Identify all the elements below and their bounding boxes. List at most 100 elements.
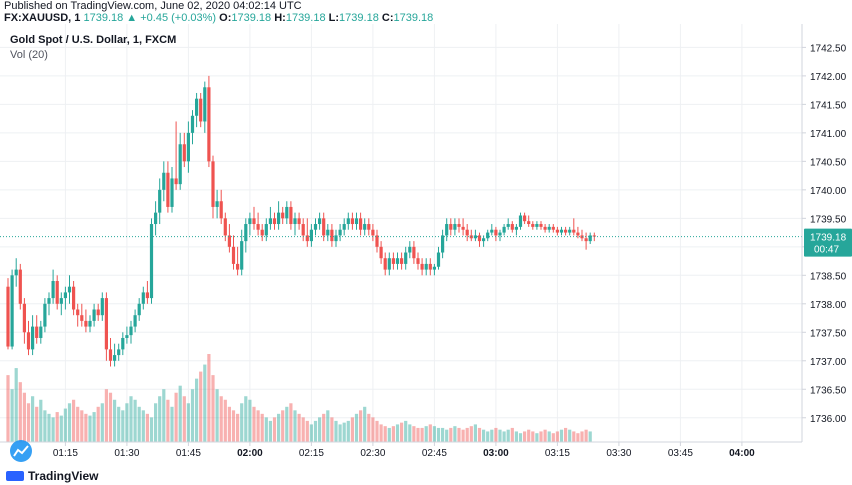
volume-bar xyxy=(309,424,313,442)
legend-title: Gold Spot / U.S. Dollar, 1, FXCM xyxy=(10,34,177,46)
volume-bar xyxy=(166,399,170,442)
volume-bar xyxy=(158,396,162,442)
volume-bar xyxy=(453,426,457,442)
candle-body xyxy=(375,235,379,247)
candle-body xyxy=(305,235,309,242)
candle-body xyxy=(453,224,457,230)
candle-body xyxy=(272,218,277,225)
candle-body xyxy=(354,218,359,225)
ohlc-line: FX:XAUUSD, 1 1739.18 ▲ +0.45 (+0.03%) O:… xyxy=(4,12,433,24)
volume-bar xyxy=(523,431,527,442)
volume-bar xyxy=(441,427,445,442)
candle-body xyxy=(190,115,195,133)
candle-body xyxy=(473,235,477,239)
chart-icon xyxy=(13,445,29,457)
candle-body xyxy=(117,349,121,356)
volume-bar xyxy=(547,431,551,442)
candle-body xyxy=(80,315,84,321)
bar-countdown: 00:47 xyxy=(814,245,839,256)
candle-body xyxy=(482,238,486,242)
change-value: +0.45 (+0.03%) xyxy=(140,12,217,24)
candle-body xyxy=(379,246,383,259)
candle-body xyxy=(420,263,424,270)
candle-body xyxy=(342,224,346,230)
candle-body xyxy=(72,286,76,310)
candle-body xyxy=(428,263,432,270)
candle-body xyxy=(395,258,400,264)
volume-bar xyxy=(141,410,145,442)
volume-bar xyxy=(211,375,215,442)
price-tick-label: 1737.00 xyxy=(810,357,847,368)
volume-bar xyxy=(293,410,297,442)
volume-bar xyxy=(88,415,92,442)
price-tick-label: 1737.50 xyxy=(810,328,847,339)
candle-body xyxy=(154,212,158,225)
chart-area[interactable]: 1742.50 1742.00 1741.50 1741.00 1740.50 1740.… xyxy=(0,24,852,485)
volume-bar xyxy=(334,420,338,442)
volume-bar xyxy=(67,403,72,442)
volume-bar xyxy=(539,431,543,442)
volume-bar xyxy=(154,403,158,442)
time-tick-label: 01:15 xyxy=(53,448,78,459)
volume-bar xyxy=(363,406,367,442)
volume-bar xyxy=(346,420,350,442)
candle-body xyxy=(514,226,518,230)
candle-body xyxy=(490,229,494,233)
volume-bar xyxy=(498,429,502,442)
candle-body xyxy=(199,98,203,122)
volume-bar xyxy=(149,417,154,442)
volume-bar xyxy=(22,392,26,442)
candle-body xyxy=(510,224,514,230)
candle-body xyxy=(178,144,182,185)
volume-bar xyxy=(367,413,371,442)
candle-body xyxy=(518,215,523,227)
candle-body xyxy=(203,87,207,122)
volume-bar xyxy=(572,431,576,442)
time-tick-label: 03:15 xyxy=(545,448,570,459)
candle-body xyxy=(531,224,535,227)
volume-bar xyxy=(301,417,305,442)
volume-bar xyxy=(350,417,354,442)
candle-body xyxy=(387,258,391,270)
volume-bar xyxy=(6,375,10,442)
volume-bar xyxy=(182,396,186,442)
candle-body xyxy=(256,224,260,230)
tradingview-logo[interactable]: TradingView xyxy=(6,469,98,483)
volume-bar xyxy=(564,427,568,442)
candle-body xyxy=(584,238,588,242)
candlestick-chart[interactable]: 1742.50 1742.00 1741.50 1741.00 1740.50 1740.… xyxy=(0,24,852,466)
candle-body xyxy=(211,161,215,207)
candle-body xyxy=(96,309,100,316)
autoscale-button[interactable] xyxy=(10,440,32,462)
volume-bar xyxy=(227,406,231,442)
candle-body xyxy=(51,281,55,299)
candle-body xyxy=(121,337,125,350)
candle-body xyxy=(494,229,498,236)
price-tick-label: 1738.00 xyxy=(810,300,847,311)
candle-body xyxy=(248,218,252,225)
volume-bar xyxy=(342,422,346,442)
volume-bar xyxy=(256,410,260,442)
time-tick-label: 02:30 xyxy=(360,448,385,459)
candle-body xyxy=(289,206,293,225)
volume-bar xyxy=(178,385,182,442)
candle-body xyxy=(252,218,256,225)
volume-bar xyxy=(543,429,547,442)
volume-bar xyxy=(395,424,400,442)
candle-body xyxy=(359,218,363,230)
published-note: Published on TradingView.com, June 02, 2… xyxy=(4,0,302,12)
volume-bar xyxy=(313,420,318,442)
candle-body xyxy=(207,87,211,162)
volume-bar xyxy=(199,371,203,442)
volume-bar xyxy=(354,413,359,442)
legend-volume: Vol (20) xyxy=(10,49,48,61)
volume-bar xyxy=(584,429,588,442)
volume-bar xyxy=(559,429,564,442)
volume-bar xyxy=(63,408,67,442)
candle-body xyxy=(412,246,416,259)
volume-bar xyxy=(137,406,141,442)
candle-body xyxy=(367,224,371,230)
volume-bar xyxy=(502,431,506,442)
candle-body xyxy=(43,303,47,327)
low-label: L: xyxy=(328,12,340,24)
